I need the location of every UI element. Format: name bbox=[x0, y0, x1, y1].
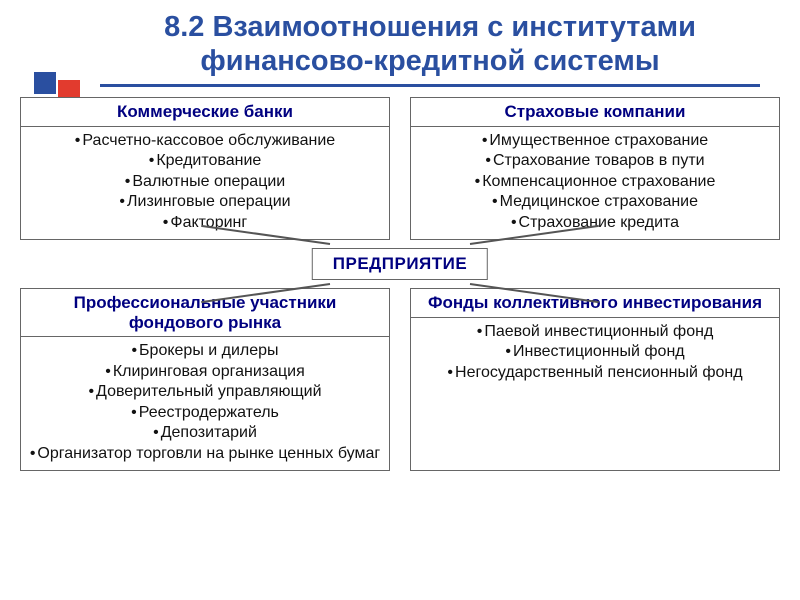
card-title: Страховые компании bbox=[411, 98, 779, 127]
card-body: Брокеры и дилеры Клиринговая организация… bbox=[21, 337, 389, 470]
list-item: Валютные операции bbox=[29, 172, 381, 192]
list-item: Инвестиционный фонд bbox=[419, 342, 771, 362]
list-item: Брокеры и дилеры bbox=[29, 341, 381, 361]
list-item: Лизинговые операции bbox=[29, 192, 381, 212]
card-market-participants: Профессиональные участники фондового рын… bbox=[20, 288, 390, 471]
list-item: Организатор торговли на рынке ценных бум… bbox=[29, 444, 381, 464]
diagram-grid: Коммерческие банки Расчетно-кассовое обс… bbox=[20, 97, 780, 471]
card-title: Коммерческие банки bbox=[21, 98, 389, 127]
list-item: Доверительный управляющий bbox=[29, 382, 381, 402]
list-item: Страхование кредита bbox=[419, 213, 771, 233]
list-item: Факторинг bbox=[29, 213, 381, 233]
center-row: ПРЕДПРИЯТИЕ bbox=[20, 243, 780, 285]
card-body: Расчетно-кассовое обслуживание Кредитова… bbox=[21, 127, 389, 239]
card-body: Имущественное страхование Страхование то… bbox=[411, 127, 779, 239]
top-row: Коммерческие банки Расчетно-кассовое обс… bbox=[20, 97, 780, 240]
list-item: Негосударственный пенсионный фонд bbox=[419, 363, 771, 383]
card-body: Паевой инвестиционный фонд Инвестиционны… bbox=[411, 318, 779, 389]
list-item: Медицинское страхование bbox=[419, 192, 771, 212]
list-item: Реестродержатель bbox=[29, 403, 381, 423]
list-item: Расчетно-кассовое обслуживание bbox=[29, 131, 381, 151]
list-item: Кредитование bbox=[29, 151, 381, 171]
list-item: Паевой инвестиционный фонд bbox=[419, 322, 771, 342]
card-insurance: Страховые компании Имущественное страхов… bbox=[410, 97, 780, 240]
card-investment-funds: Фонды коллективного инвестирования Паево… bbox=[410, 288, 780, 471]
title-underline bbox=[100, 84, 760, 87]
list-item: Депозитарий bbox=[29, 423, 381, 443]
card-commercial-banks: Коммерческие банки Расчетно-кассовое обс… bbox=[20, 97, 390, 240]
list-item: Компенсационное страхование bbox=[419, 172, 771, 192]
center-node: ПРЕДПРИЯТИЕ bbox=[312, 248, 488, 280]
card-title: Фонды коллективного инвестирования bbox=[411, 289, 779, 318]
list-item: Страхование товаров в пути bbox=[419, 151, 771, 171]
card-title: Профессиональные участники фондового рын… bbox=[21, 289, 389, 337]
list-item: Клиринговая организация bbox=[29, 362, 381, 382]
slide-title: 8.2 Взаимоотношения с институтами финанс… bbox=[0, 0, 800, 84]
bottom-row: Профессиональные участники фондового рын… bbox=[20, 288, 780, 471]
list-item: Имущественное страхование bbox=[419, 131, 771, 151]
